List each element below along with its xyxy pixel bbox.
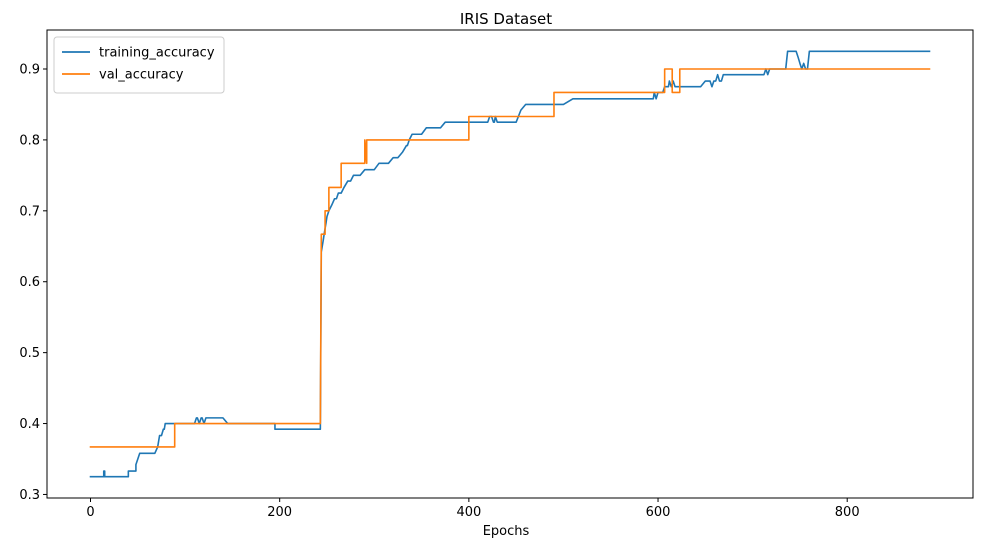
y-tick-label: 0.4 — [19, 417, 40, 432]
y-tick-label: 0.7 — [19, 204, 40, 219]
plot-area — [46, 29, 974, 499]
series-layer — [89, 50, 931, 478]
y-tick-label: 0.8 — [19, 133, 40, 148]
x-axis-label: Epochs — [483, 524, 530, 539]
legend-label-val_accuracy: val_accuracy — [99, 68, 184, 83]
y-axis-ticks: 0.3 0.4 0.5 0.6 0.7 0.8 0.9 — [19, 63, 47, 503]
legend-box — [53, 36, 225, 94]
chart-title: IRIS Dataset — [460, 10, 552, 28]
legend: training_accuracy val_accuracy — [53, 36, 225, 94]
series-line-val_accuracy — [89, 68, 931, 448]
y-tick-label: 0.6 — [19, 275, 40, 290]
x-tick-label: 600 — [646, 505, 671, 520]
axes-frame — [46, 29, 974, 499]
y-tick-label: 0.9 — [19, 63, 40, 78]
x-tick-label: 400 — [456, 505, 481, 520]
x-tick-label: 800 — [835, 505, 860, 520]
legend-label-training_accuracy: training_accuracy — [99, 46, 215, 61]
x-tick-label: 200 — [267, 505, 292, 520]
y-tick-label: 0.3 — [19, 488, 40, 503]
x-tick-label: 0 — [86, 505, 94, 520]
y-tick-label: 0.5 — [19, 346, 40, 361]
x-axis-ticks: 0 200 400 600 800 — [86, 498, 860, 520]
